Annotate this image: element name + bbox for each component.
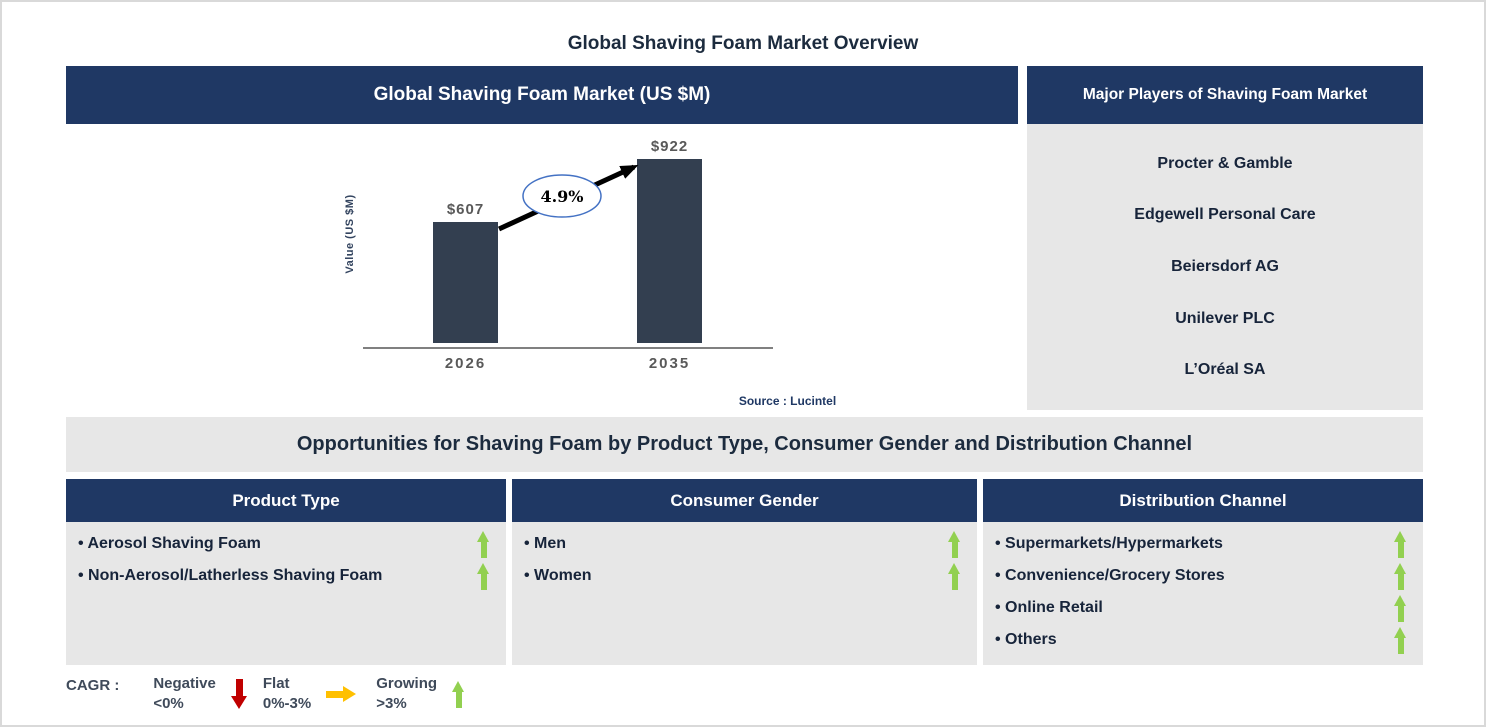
list-item: Non-Aerosol/Latherless Shaving Foam [76,560,502,592]
trend-up-icon [948,562,961,590]
column-header-distribution-channel: Distribution Channel [983,479,1423,522]
x-axis-line [363,347,773,349]
column-body-product-type: Aerosol Shaving Foam Non-Aerosol/Latherl… [66,522,506,665]
column-body-distribution-channel: Supermarkets/Hypermarkets Convenience/Gr… [983,522,1423,665]
trend-up-icon [1394,562,1407,590]
player-name: L’Oréal SA [1184,361,1266,379]
bar-group-2026: $607 [433,201,498,343]
column-header-consumer-gender: Consumer Gender [512,479,977,522]
list-item: Women [522,560,973,592]
players-panel-header: Major Players of Shaving Foam Market [1027,66,1423,124]
player-name: Beiersdorf AG [1171,257,1279,275]
list-item: Men [522,528,973,560]
cagr-value: 4.9% [540,187,583,206]
trend-up-icon [477,562,490,590]
trend-up-icon [1394,626,1407,654]
cagr-legend: CAGR : Negative <0% Flat 0%-3% Growing >… [66,674,465,715]
player-name: Unilever PLC [1175,309,1275,327]
bar-value-2026: $607 [446,201,485,218]
list-item: Others [993,624,1419,656]
cagr-arrow-annotation: 4.9% [497,164,639,232]
column-body-consumer-gender: Men Women [512,522,977,665]
chart-panel-header: Global Shaving Foam Market (US $M) [66,66,1018,124]
trend-up-icon [1394,530,1407,558]
legend-label: CAGR : [66,677,120,694]
trend-up-icon [477,530,490,558]
x-tick-2035: 2035 [648,355,691,372]
players-list: Procter & Gamble Edgewell Personal Care … [1027,124,1423,410]
trend-up-icon [1394,594,1407,622]
up-arrow-icon [452,680,465,708]
list-item: Online Retail [993,592,1419,624]
page-title: Global Shaving Foam Market Overview [567,33,919,54]
list-item: Supermarkets/Hypermarkets [993,528,1419,560]
bar-2026 [433,222,498,343]
bar-group-2035: $922 [637,138,702,343]
list-item: Aerosol Shaving Foam [76,528,502,560]
source-note: Source : Lucintel [738,394,837,408]
down-arrow-icon [230,679,248,710]
cagr-ellipse [522,174,602,218]
trend-up-icon [948,530,961,558]
right-arrow-icon [326,685,357,703]
legend-entry-negative: Negative <0% [153,674,263,715]
player-name: Edgewell Personal Care [1134,206,1316,224]
list-item: Convenience/Grocery Stores [993,560,1419,592]
x-tick-2026: 2026 [444,355,487,372]
legend-entry-flat: Flat 0%-3% [263,674,376,715]
legend-entry-growing: Growing >3% [376,674,465,715]
player-name: Procter & Gamble [1157,154,1293,172]
bar-value-2035: $922 [650,138,689,155]
y-axis-label: Value (US $M) [344,194,356,274]
bar-2035 [637,159,702,343]
column-header-product-type: Product Type [66,479,506,522]
opportunities-band-title: Opportunities for Shaving Foam by Produc… [66,417,1423,472]
